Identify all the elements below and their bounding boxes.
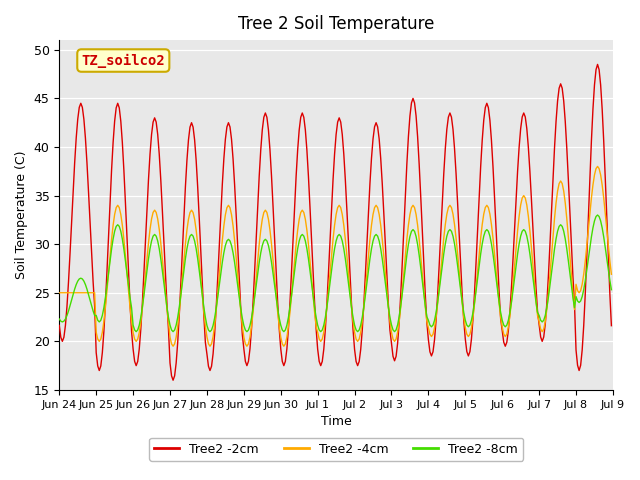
Title: Tree 2 Soil Temperature: Tree 2 Soil Temperature [238, 15, 435, 33]
Y-axis label: Soil Temperature (C): Soil Temperature (C) [15, 151, 28, 279]
Legend: Tree2 -2cm, Tree2 -4cm, Tree2 -8cm: Tree2 -2cm, Tree2 -4cm, Tree2 -8cm [149, 438, 523, 461]
Text: TZ_soilco2: TZ_soilco2 [81, 53, 165, 68]
X-axis label: Time: Time [321, 415, 351, 428]
